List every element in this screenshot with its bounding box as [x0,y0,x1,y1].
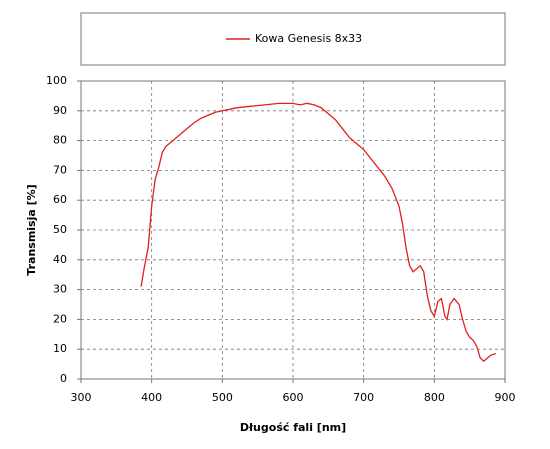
x-tick-label: 500 [212,391,233,404]
legend-box [80,12,506,66]
y-tick-label: 80 [53,134,67,147]
y-tick-label: 70 [53,163,67,176]
x-tick-label: 400 [141,391,162,404]
y-tick-label: 50 [53,223,67,236]
x-axis-label: Długość fali [nm] [240,421,346,434]
y-tick-label: 10 [53,342,67,355]
y-tick-label: 60 [53,193,67,206]
y-tick-label: 40 [53,253,67,266]
series-line [140,102,496,362]
x-tick-label: 600 [283,391,304,404]
legend-label: Kowa Genesis 8x33 [255,32,362,45]
x-tick-label: 900 [495,391,516,404]
y-axis-label: Transmisja [%] [25,184,38,275]
x-tick-label: 700 [353,391,374,404]
y-tick-label: 30 [53,283,67,296]
x-tick-label: 800 [424,391,445,404]
y-tick-label: 100 [46,74,67,87]
y-tick-label: 20 [53,312,67,325]
y-tick-label: 90 [53,104,67,117]
y-tick-label: 0 [60,372,67,385]
x-tick-label: 300 [71,391,92,404]
